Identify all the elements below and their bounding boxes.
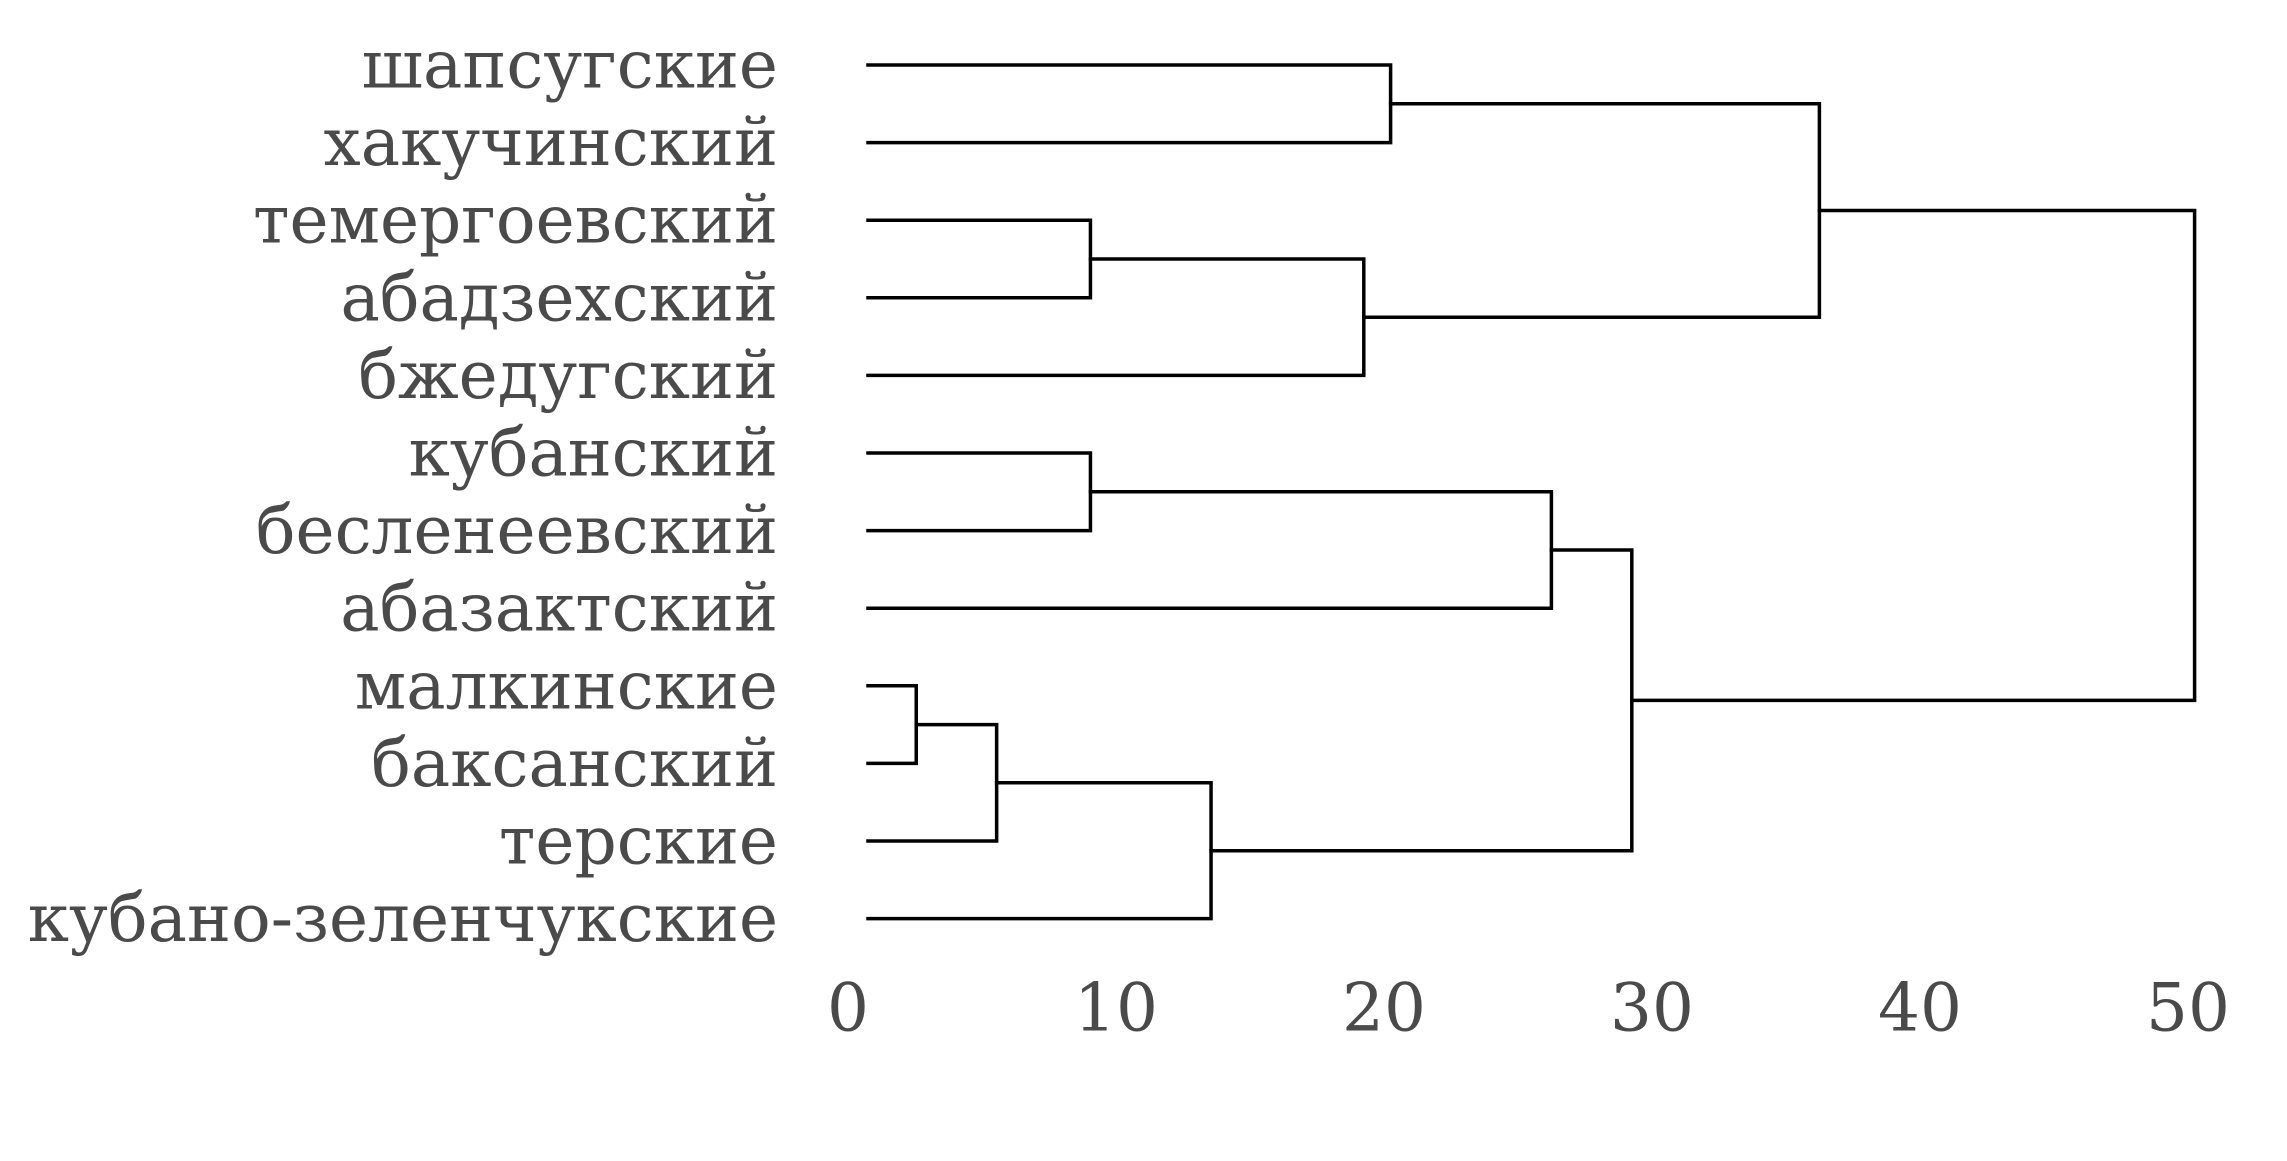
x-tick-label: 30 xyxy=(1610,970,1694,1047)
leaf-label: бесленеевский xyxy=(256,492,778,569)
dendrogram-link xyxy=(866,490,1554,610)
dendrogram-link xyxy=(866,684,918,766)
leaf-label: бжедугский xyxy=(358,337,778,414)
x-axis: 0 10 20 30 40 50 xyxy=(827,970,2230,1047)
dendrogram-link xyxy=(866,722,999,843)
leaf-label: темергоевский xyxy=(253,182,778,259)
dendrogram-link xyxy=(1209,548,1634,853)
leaf-label: кубанский xyxy=(409,415,778,492)
x-tick-label: 50 xyxy=(2146,970,2230,1047)
dendrogram-link xyxy=(866,451,1093,533)
dendrogram-link xyxy=(1362,102,1822,319)
leaf-label: малкинские xyxy=(355,647,778,724)
leaf-label: абадзехский xyxy=(340,259,778,336)
dendrogram-link xyxy=(866,63,1393,145)
leaf-label: хакучинский xyxy=(324,104,778,181)
leaf-label: терские xyxy=(499,803,778,880)
leaf-label: шапсугские xyxy=(362,27,778,104)
dendrogram-link xyxy=(866,218,1093,300)
x-tick-label: 20 xyxy=(1342,970,1426,1047)
x-tick-label: 0 xyxy=(827,970,869,1047)
dendrogram-link xyxy=(866,781,1213,921)
leaf-label: баксанский xyxy=(371,725,778,802)
dendrogram-link xyxy=(1630,208,2197,703)
x-tick-label: 10 xyxy=(1074,970,1158,1047)
leaf-labels: шапсугскиехакучинскийтемергоевскийабадзе… xyxy=(28,27,778,958)
dendrogram-link xyxy=(866,257,1366,378)
dendrogram-links xyxy=(866,63,2197,921)
leaf-label: абазактский xyxy=(340,570,778,647)
x-tick-label: 40 xyxy=(1878,970,1962,1047)
leaf-label: кубано-зеленчукские xyxy=(28,880,778,957)
